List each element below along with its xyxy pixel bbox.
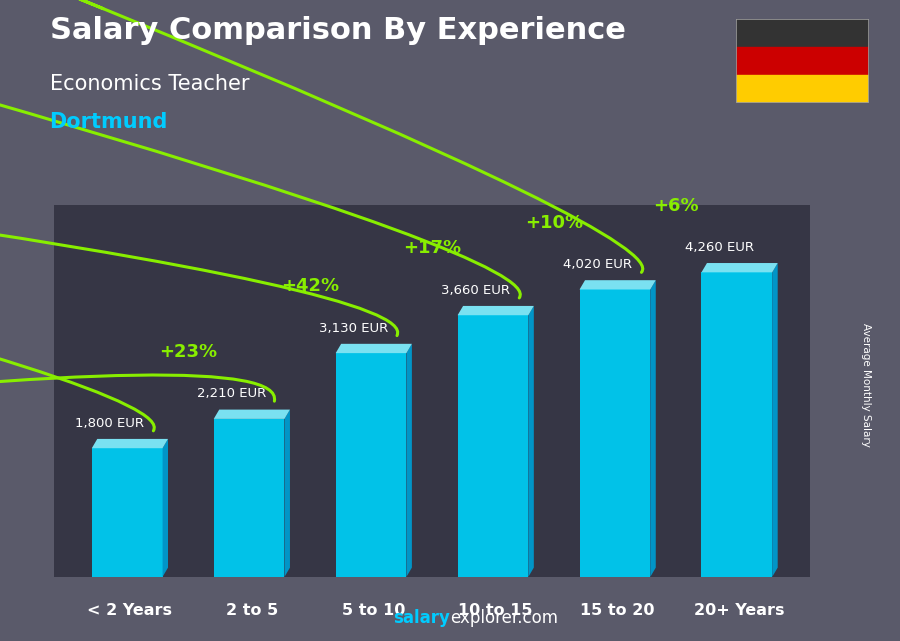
Text: 5 to 10: 5 to 10 [342, 603, 406, 618]
Text: 15 to 20: 15 to 20 [580, 603, 655, 618]
Text: Average Monthly Salary: Average Monthly Salary [860, 322, 871, 447]
Text: +23%: +23% [159, 343, 217, 361]
Polygon shape [701, 272, 772, 577]
Polygon shape [457, 306, 534, 315]
Text: 3,130 EUR: 3,130 EUR [319, 322, 388, 335]
Bar [736, 19, 869, 47]
Text: Economics Teacher: Economics Teacher [50, 74, 249, 94]
Text: +17%: +17% [403, 240, 461, 258]
Text: 4,260 EUR: 4,260 EUR [685, 241, 753, 254]
Polygon shape [92, 439, 168, 448]
Polygon shape [701, 263, 778, 272]
Text: explorer.com: explorer.com [450, 609, 558, 627]
Bar [736, 75, 869, 103]
Text: < 2 Years: < 2 Years [87, 603, 173, 618]
Text: 10 to 15: 10 to 15 [458, 603, 533, 618]
Text: Dortmund: Dortmund [50, 112, 168, 132]
Text: 2 to 5: 2 to 5 [226, 603, 278, 618]
Polygon shape [336, 353, 407, 577]
Text: 1,800 EUR: 1,800 EUR [75, 417, 144, 429]
Polygon shape [92, 448, 163, 577]
Text: +42%: +42% [281, 278, 339, 296]
Polygon shape [651, 280, 656, 577]
Text: 20+ Years: 20+ Years [694, 603, 785, 618]
Polygon shape [772, 263, 778, 577]
Polygon shape [580, 280, 656, 290]
Text: 2,210 EUR: 2,210 EUR [197, 387, 266, 400]
Text: 3,660 EUR: 3,660 EUR [441, 283, 509, 297]
Text: 4,020 EUR: 4,020 EUR [562, 258, 632, 271]
Polygon shape [213, 410, 290, 419]
Polygon shape [528, 306, 534, 577]
Polygon shape [457, 315, 528, 577]
Polygon shape [407, 344, 412, 577]
Polygon shape [284, 410, 290, 577]
Text: Salary Comparison By Experience: Salary Comparison By Experience [50, 16, 625, 45]
Polygon shape [580, 290, 651, 577]
Text: +6%: +6% [653, 197, 698, 215]
Polygon shape [213, 419, 284, 577]
Text: salary: salary [393, 609, 450, 627]
Polygon shape [163, 439, 168, 577]
Text: +10%: +10% [525, 213, 583, 231]
Polygon shape [336, 344, 412, 353]
Bar [736, 47, 869, 75]
